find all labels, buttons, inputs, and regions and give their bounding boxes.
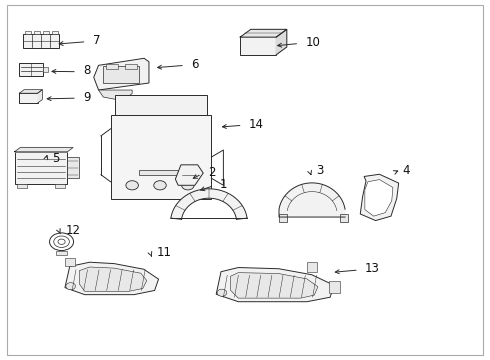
Text: 1: 1 bbox=[220, 178, 227, 191]
Text: 3: 3 bbox=[316, 164, 323, 177]
Polygon shape bbox=[175, 165, 203, 185]
Bar bbox=[340, 213, 348, 222]
Bar bbox=[307, 262, 318, 272]
Text: 12: 12 bbox=[65, 224, 80, 237]
Polygon shape bbox=[38, 90, 42, 103]
Bar bbox=[17, 184, 26, 188]
Bar bbox=[125, 64, 137, 69]
Polygon shape bbox=[360, 174, 399, 221]
Text: 13: 13 bbox=[365, 262, 380, 275]
Polygon shape bbox=[240, 30, 287, 37]
Circle shape bbox=[182, 181, 194, 190]
Bar bbox=[103, 66, 139, 83]
Bar bbox=[43, 31, 49, 34]
Polygon shape bbox=[15, 148, 73, 152]
Circle shape bbox=[126, 181, 138, 190]
Polygon shape bbox=[279, 183, 345, 217]
Bar bbox=[19, 63, 43, 76]
Circle shape bbox=[217, 289, 227, 296]
Text: 2: 2 bbox=[208, 166, 216, 179]
Text: 5: 5 bbox=[52, 152, 59, 165]
Circle shape bbox=[66, 283, 75, 290]
Bar bbox=[56, 251, 67, 255]
Bar bbox=[25, 31, 30, 34]
Text: 4: 4 bbox=[402, 164, 410, 177]
Polygon shape bbox=[98, 90, 132, 100]
Polygon shape bbox=[216, 267, 334, 302]
Circle shape bbox=[154, 181, 166, 190]
Bar bbox=[65, 258, 75, 266]
Bar bbox=[43, 67, 48, 72]
Bar bbox=[55, 184, 65, 188]
Text: 10: 10 bbox=[305, 36, 320, 49]
Bar bbox=[139, 170, 178, 175]
Bar bbox=[240, 37, 276, 55]
Text: 11: 11 bbox=[157, 246, 172, 259]
Polygon shape bbox=[94, 58, 149, 90]
Polygon shape bbox=[65, 262, 159, 294]
Polygon shape bbox=[276, 30, 287, 55]
Bar bbox=[52, 31, 57, 34]
Polygon shape bbox=[79, 267, 147, 291]
Bar bbox=[19, 93, 38, 103]
Bar bbox=[279, 213, 287, 222]
Bar bbox=[111, 115, 211, 199]
Text: 6: 6 bbox=[191, 58, 199, 71]
Polygon shape bbox=[365, 180, 393, 216]
Text: 7: 7 bbox=[93, 34, 100, 47]
Polygon shape bbox=[171, 189, 247, 219]
Bar bbox=[115, 95, 207, 115]
Bar bbox=[67, 157, 79, 178]
Bar bbox=[15, 152, 67, 184]
Polygon shape bbox=[19, 90, 42, 93]
Text: 14: 14 bbox=[249, 118, 264, 131]
Bar bbox=[329, 281, 340, 293]
Bar bbox=[34, 31, 40, 34]
Text: 9: 9 bbox=[83, 91, 91, 104]
Bar bbox=[106, 64, 118, 69]
Bar bbox=[23, 34, 59, 48]
Polygon shape bbox=[231, 273, 318, 298]
Text: 8: 8 bbox=[83, 64, 91, 77]
